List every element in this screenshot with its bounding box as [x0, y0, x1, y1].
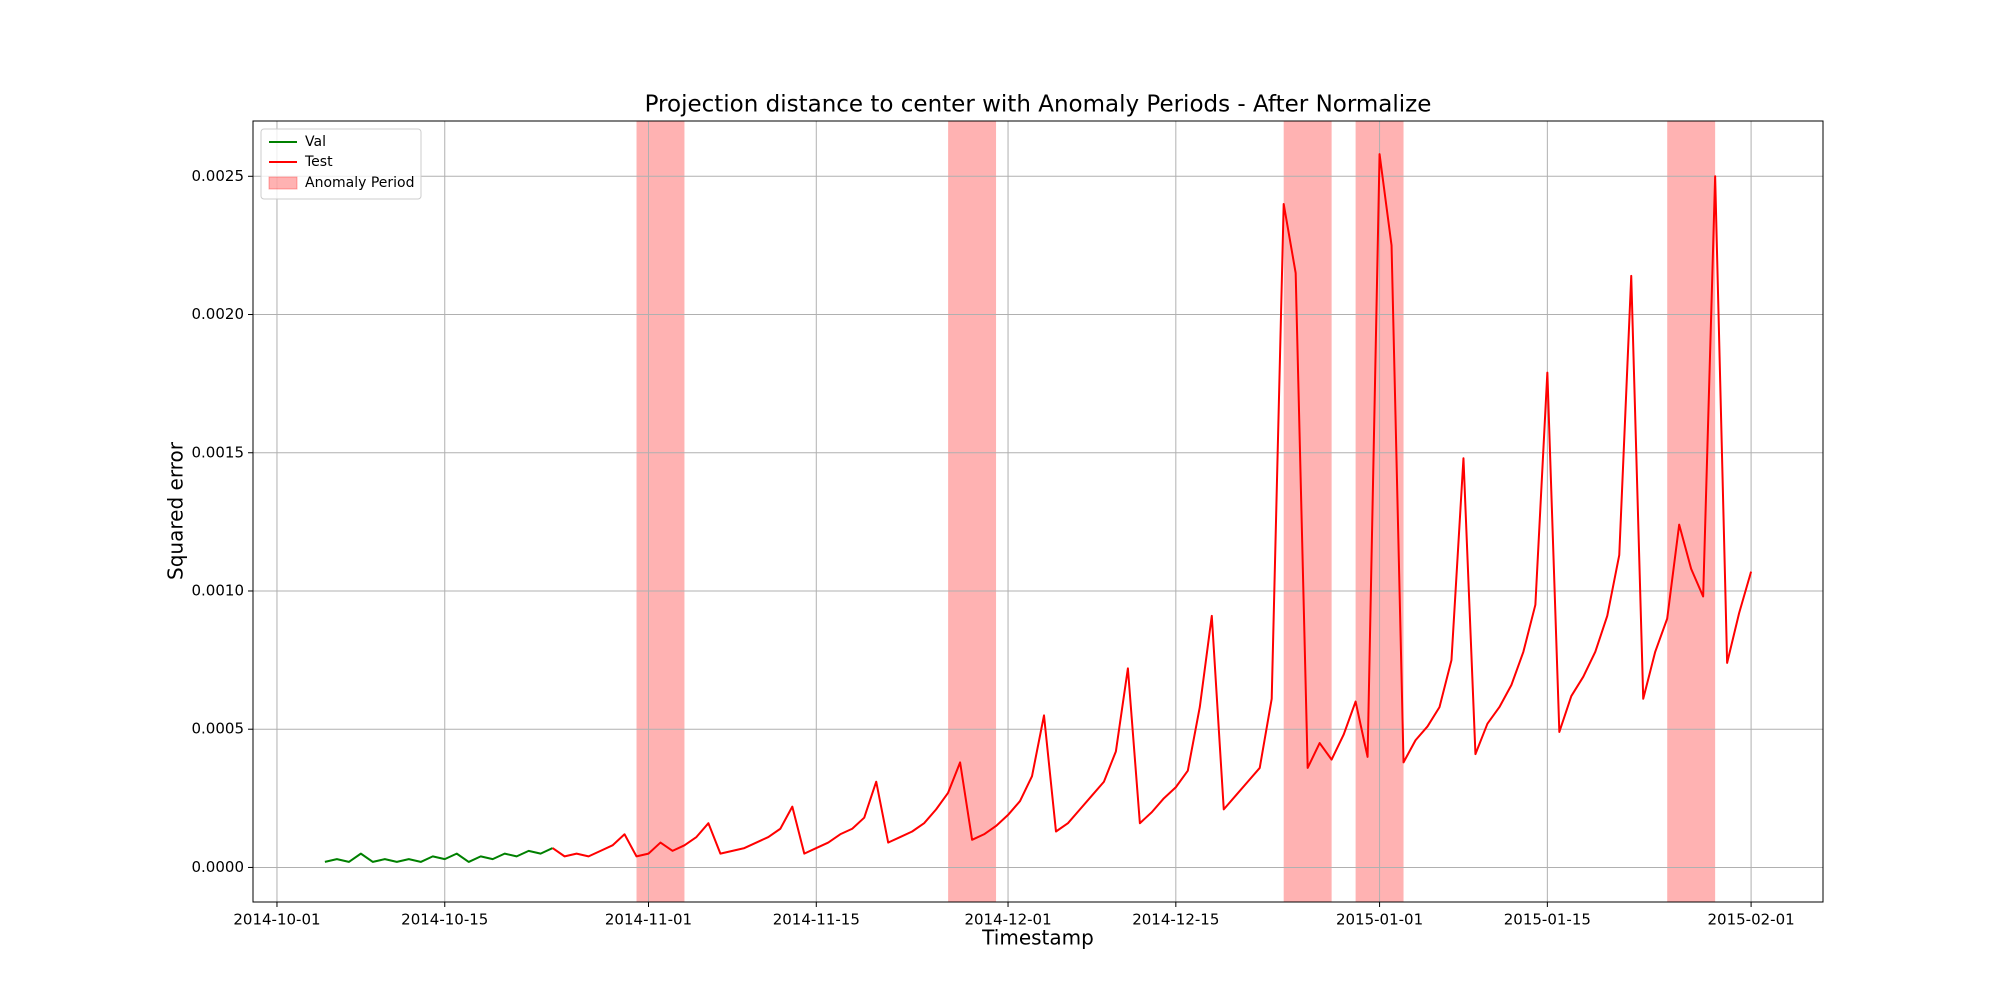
x-tick-label: 2014-11-15 — [773, 911, 860, 929]
y-tick-label: 0.0025 — [192, 167, 245, 185]
legend-box — [260, 128, 422, 200]
legend-label: Anomaly Period — [305, 175, 415, 191]
legend: Val Test Anomaly Period — [260, 128, 422, 200]
anomaly-period — [1283, 121, 1332, 902]
y-tick-label: 0.0005 — [192, 720, 245, 738]
legend-label: Val — [305, 134, 326, 150]
x-tick-label: 2015-01-15 — [1504, 911, 1591, 929]
x-axis-label: Timestamp — [981, 926, 1094, 950]
anomaly-period — [1667, 121, 1716, 902]
x-tick-label: 2015-01-01 — [1336, 911, 1423, 929]
legend-label: Test — [304, 154, 333, 170]
x-tick-label: 2014-11-01 — [605, 911, 692, 929]
x-tick-label: 2014-10-15 — [401, 911, 488, 929]
series-line — [324, 847, 554, 863]
plot-frame — [252, 120, 1824, 903]
x-tick-label: 2014-12-01 — [964, 911, 1051, 929]
y-axis-label: Squared error — [164, 441, 188, 580]
x-tick-label: 2014-12-15 — [1132, 911, 1219, 929]
anomaly-period — [948, 121, 997, 902]
anomaly-period — [636, 121, 685, 902]
x-tick-label: 2015-02-01 — [1707, 911, 1794, 929]
legend-swatch — [268, 176, 298, 190]
x-tick-label: 2014-10-01 — [233, 911, 320, 929]
series-line — [552, 153, 1753, 858]
y-tick-label: 0.0015 — [192, 443, 245, 461]
y-tick-label: 0.0020 — [192, 305, 245, 323]
chart-title: Projection distance to center with Anoma… — [645, 92, 1432, 118]
y-tick-label: 0.0010 — [192, 581, 245, 599]
y-tick-label: 0.0000 — [192, 858, 245, 876]
